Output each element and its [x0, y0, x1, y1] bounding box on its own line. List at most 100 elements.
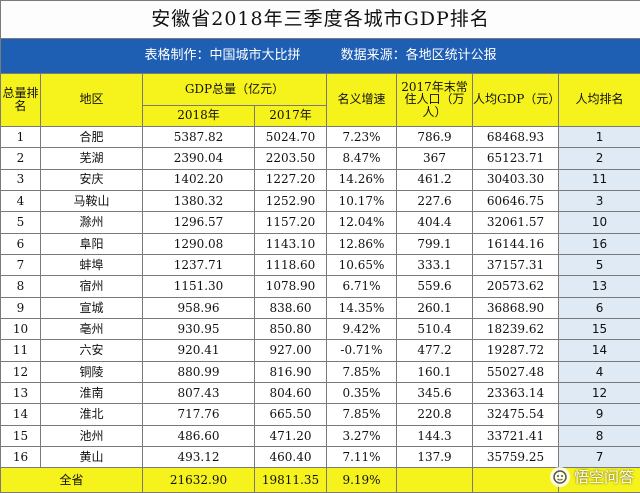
cell-gdp-2018: 1296.57: [142, 211, 255, 234]
cell-per-capita-rank: 1: [557, 125, 640, 149]
cell-growth: 7.23%: [326, 125, 397, 149]
header-growth: 名义增速: [326, 72, 397, 127]
cell-per-capita-rank: 7: [557, 446, 640, 469]
cell-region: 铜陵: [40, 360, 143, 384]
cell-per-capita-rank: 10: [557, 211, 640, 234]
cell-region: 阜阳: [40, 232, 143, 255]
cell-gdp-2017: 2203.50: [254, 147, 327, 170]
table-row: 4 马鞍山 1380.32 1252.90 10.17% 227.6 60646.75 3: [0, 189, 640, 213]
cell-gdp-2018: 2390.04: [142, 147, 255, 170]
cell-rank: 14: [0, 403, 41, 426]
cell-gdp-2017: 927.00: [254, 339, 327, 362]
table-body: 1 合肥 5387.82 5024.70 7.23% 786.9 68468.93 1 2 芜湖 2…: [0, 125, 640, 469]
subtitle-row: 表格制作：中国城市大比拼 数据来源：各地区统计公报: [0, 38, 640, 74]
total-label: 全省: [0, 467, 143, 493]
cell-rank: 8: [0, 275, 41, 298]
cell-per-capita-rank: 5: [557, 253, 640, 277]
cell-gdp-2018: 5387.82: [142, 125, 255, 149]
cell-growth: 12.04%: [326, 211, 397, 234]
cell-growth: 12.86%: [326, 232, 397, 255]
cell-per-capita-rank: 13: [557, 275, 640, 298]
cell-gdp-2018: 930.95: [142, 318, 255, 341]
cell-gdp-2017: 1143.10: [254, 232, 327, 255]
cell-rank: 2: [0, 147, 41, 170]
table-row: 10 亳州 930.95 850.80 9.42% 510.4 18239.62 15: [0, 318, 640, 341]
cell-per-capita-rank: 15: [557, 318, 640, 341]
cell-gdp-2017: 838.60: [254, 296, 327, 320]
cell-per-capita: 35759.25: [472, 446, 559, 469]
cell-per-capita-rank: 12: [557, 382, 640, 405]
cell-rank: 15: [0, 424, 41, 448]
cell-gdp-2017: 1227.20: [254, 168, 327, 191]
cell-region: 六安: [40, 339, 143, 362]
cell-region: 滁州: [40, 211, 143, 234]
cell-population: 220.8: [396, 403, 473, 426]
table-title: 安徽省2018年三季度各城市GDP排名: [0, 0, 640, 40]
cell-gdp-2017: 471.20: [254, 424, 327, 448]
cell-gdp-2017: 1252.90: [254, 189, 327, 213]
cell-gdp-2018: 486.60: [142, 424, 255, 448]
cell-region: 亳州: [40, 318, 143, 341]
cell-gdp-2018: 807.43: [142, 382, 255, 405]
cell-growth: -0.71%: [326, 339, 397, 362]
table-row: 12 铜陵 880.99 816.90 7.85% 160.1 55027.48 4: [0, 360, 640, 384]
cell-population: 404.4: [396, 211, 473, 234]
cell-gdp-2018: 880.99: [142, 360, 255, 384]
table-row: 9 宣城 958.96 838.60 14.35% 260.1 36868.90 6: [0, 296, 640, 320]
table-row: 14 淮北 717.76 665.50 7.85% 220.8 32475.54 9: [0, 403, 640, 426]
cell-gdp-2018: 1290.08: [142, 232, 255, 255]
cell-gdp-2017: 816.90: [254, 360, 327, 384]
cell-per-capita: 36868.90: [472, 296, 559, 320]
cell-per-capita: 23363.14: [472, 382, 559, 405]
total-gdp-2018: 21632.90: [142, 467, 255, 493]
header-row-1: 总量排名 地区 GDP总量（亿元） 名义增速 2017年末常住人口（万人） 人均…: [0, 72, 640, 127]
total-empty-per-capita-rank: [557, 467, 640, 493]
cell-gdp-2017: 1078.90: [254, 275, 327, 298]
header-per-capita-rank: 人均排名: [557, 72, 640, 127]
cell-per-capita-rank: 8: [557, 424, 640, 448]
cell-gdp-2018: 493.12: [142, 446, 255, 469]
cell-rank: 3: [0, 168, 41, 191]
cell-rank: 12: [0, 360, 41, 384]
cell-gdp-2017: 1118.60: [254, 253, 327, 277]
cell-growth: 7.11%: [326, 446, 397, 469]
subtitle: 表格制作：中国城市大比拼 数据来源：各地区统计公报: [0, 38, 640, 74]
table-row: 13 淮南 807.43 804.60 0.35% 345.6 23363.14 12: [0, 382, 640, 405]
cell-region: 马鞍山: [40, 189, 143, 213]
cell-growth: 10.65%: [326, 253, 397, 277]
cell-per-capita: 37157.31: [472, 253, 559, 277]
header-per-capita: 人均GDP（元）: [472, 72, 559, 127]
cell-per-capita: 60646.75: [472, 189, 559, 213]
header-population: 2017年末常住人口（万人）: [396, 72, 473, 127]
cell-population: 510.4: [396, 318, 473, 341]
table-row: 15 池州 486.60 471.20 3.27% 144.3 33721.41 8: [0, 424, 640, 448]
cell-per-capita-rank: 2: [557, 147, 640, 170]
cell-growth: 7.85%: [326, 360, 397, 384]
cell-per-capita: 30403.30: [472, 168, 559, 191]
cell-per-capita-rank: 14: [557, 339, 640, 362]
total-row: 全省 21632.90 19811.35 9.19%: [0, 467, 640, 493]
cell-per-capita: 33721.41: [472, 424, 559, 448]
cell-per-capita: 32061.57: [472, 211, 559, 234]
cell-rank: 11: [0, 339, 41, 362]
table-row: 1 合肥 5387.82 5024.70 7.23% 786.9 68468.93 1: [0, 125, 640, 149]
cell-gdp-2018: 1151.30: [142, 275, 255, 298]
cell-per-capita: 20573.62: [472, 275, 559, 298]
cell-population: 333.1: [396, 253, 473, 277]
cell-rank: 9: [0, 296, 41, 320]
cell-per-capita-rank: 9: [557, 403, 640, 426]
header-2018: 2018年: [142, 104, 255, 127]
cell-population: 461.2: [396, 168, 473, 191]
cell-region: 宣城: [40, 296, 143, 320]
cell-population: 160.1: [396, 360, 473, 384]
data-source: 数据来源：各地区统计公报: [340, 48, 497, 64]
cell-growth: 14.26%: [326, 168, 397, 191]
table-row: 7 蚌埠 1237.71 1118.60 10.65% 333.1 37157.31 5: [0, 253, 640, 277]
cell-per-capita: 65123.71: [472, 147, 559, 170]
cell-region: 芜湖: [40, 147, 143, 170]
cell-growth: 0.35%: [326, 382, 397, 405]
cell-per-capita-rank: 4: [557, 360, 640, 384]
cell-gdp-2018: 958.96: [142, 296, 255, 320]
title-row: 安徽省2018年三季度各城市GDP排名: [0, 0, 640, 40]
total-gdp-2017: 19811.35: [254, 467, 327, 493]
